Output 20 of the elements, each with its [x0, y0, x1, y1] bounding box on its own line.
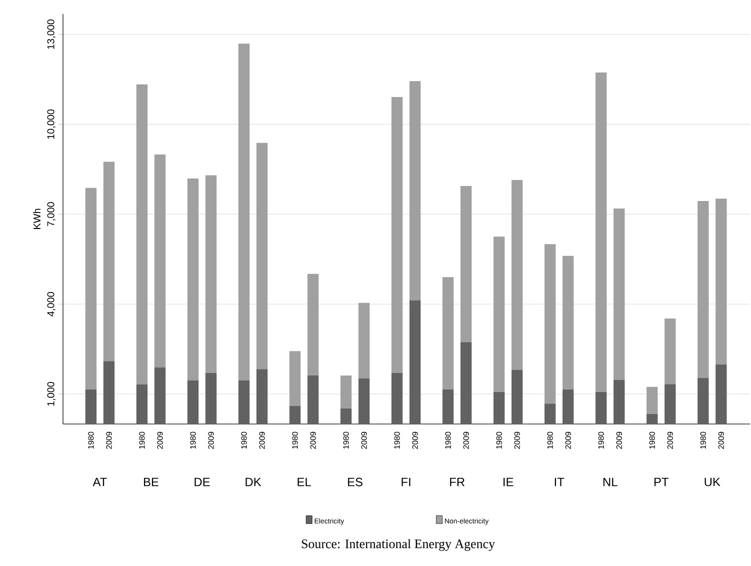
text: PT — [654, 478, 668, 486]
text: NL — [603, 478, 618, 486]
text: IT — [554, 478, 564, 486]
text: AT — [92, 478, 107, 486]
text: IE — [504, 478, 514, 486]
text: FI — [402, 478, 410, 486]
text: BE — [144, 478, 158, 486]
text: UK — [704, 478, 720, 486]
text: DK — [246, 478, 262, 486]
y-tick-label: 1,000 — [47, 382, 56, 406]
text: DE — [194, 478, 210, 486]
text: EL — [298, 478, 311, 486]
y-tick-label: 7,000 — [47, 202, 56, 226]
y-tick-label: 4,000 — [47, 292, 56, 316]
y-axis-title: KWh — [33, 208, 40, 229]
y-tick-label: 13,000 — [47, 20, 56, 49]
y-tick-label: 10,000 — [47, 109, 56, 139]
text: ES — [348, 478, 362, 486]
text: FR — [450, 478, 464, 486]
source-note: Source: International Energy Agency — [302, 539, 495, 551]
